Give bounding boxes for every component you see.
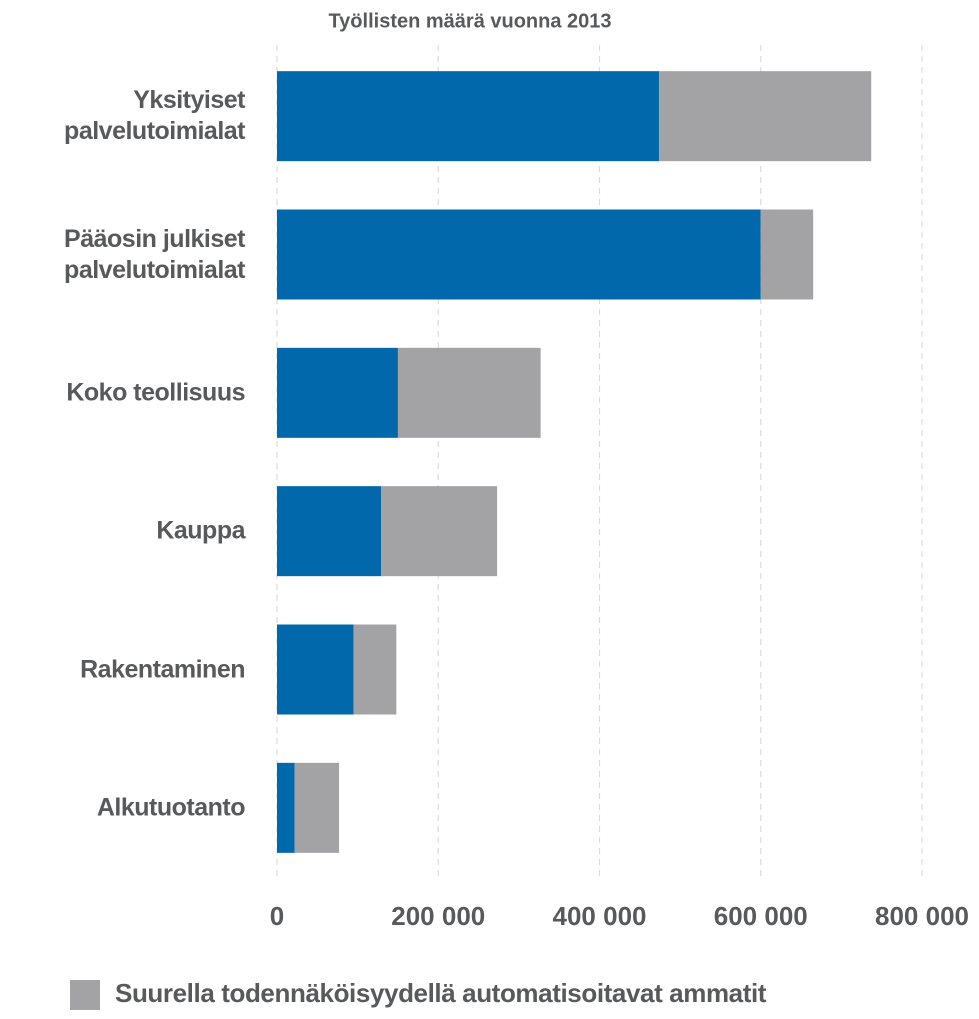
category-label: Kauppa <box>156 516 245 545</box>
bar-segment <box>294 762 340 853</box>
bar-segment <box>353 624 397 715</box>
category-label: Rakentaminen <box>80 655 245 683</box>
category-label: Pääosin julkiset palvelutoimialat <box>64 224 245 284</box>
bar-segment <box>277 71 660 162</box>
x-tick-label: 0 <box>270 901 284 931</box>
legend-label: Suurella todennäköisyydellä automatisoit… <box>115 978 767 1008</box>
bar-segment <box>397 347 541 438</box>
category-label: Yksityiset palvelutoimialat <box>64 86 245 146</box>
bar-segment <box>381 486 498 577</box>
bar-segment <box>277 486 382 577</box>
bar-segment <box>277 209 761 300</box>
x-tick-label: 400 000 <box>553 901 647 931</box>
legend-swatch <box>70 980 100 1010</box>
bar-segment <box>277 347 398 438</box>
x-tick-label: 200 000 <box>391 901 485 931</box>
bar-segment <box>277 624 354 715</box>
bar-segment <box>659 71 872 162</box>
chart-title: Työllisten määrä vuonna 2013 <box>328 10 611 32</box>
x-tick-label: 600 000 <box>714 901 808 931</box>
x-tick-label: 800 000 <box>875 901 969 931</box>
category-label: Koko teollisuus <box>66 378 245 407</box>
bar-segment <box>760 209 814 300</box>
category-label: Alkutuotanto <box>96 793 246 822</box>
bar-segment <box>277 762 295 853</box>
